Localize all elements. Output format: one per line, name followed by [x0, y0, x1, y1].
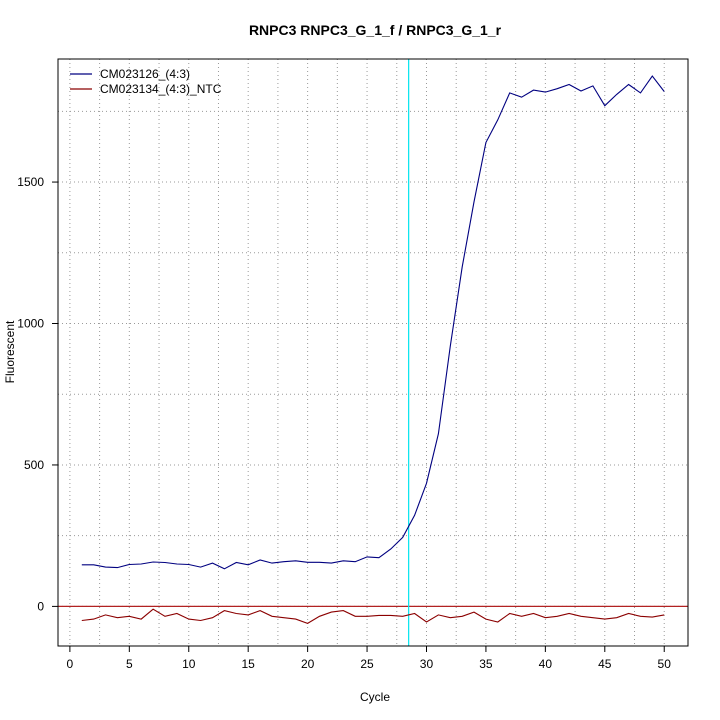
series-line-2	[81, 608, 665, 625]
plot-frame	[57, 58, 689, 647]
legend-label-1: CM023126_(4:3)	[100, 67, 190, 81]
chart-title: RNPC3 RNPC3_G_1_f / RNPC3_G_1_r	[249, 22, 502, 38]
y-tick-label: 500	[24, 458, 44, 472]
x-axis: 0 5 10 15 20 25 30 35 40 45 50	[67, 646, 672, 671]
legend: CM023126_(4:3)CM023134_(4:3)_NTC	[70, 67, 222, 96]
series-line-1	[81, 75, 665, 570]
x-tick-label: 30	[420, 657, 434, 671]
x-tick-label: 0	[67, 657, 74, 671]
x-tick-label: 15	[242, 657, 256, 671]
y-tick-label: 0	[37, 599, 44, 613]
y-tick-label: 1000	[17, 317, 44, 331]
x-tick-label: 40	[539, 657, 553, 671]
x-axis-label: Cycle	[360, 690, 390, 704]
x-tick-label: 25	[360, 657, 374, 671]
x-tick-label: 50	[658, 657, 672, 671]
x-tick-label: 35	[479, 657, 493, 671]
x-tick-label: 5	[126, 657, 133, 671]
legend-label-2: CM023134_(4:3)_NTC	[100, 82, 222, 96]
x-tick-label: 20	[301, 657, 315, 671]
reference-lines	[58, 59, 688, 646]
x-tick-label: 45	[598, 657, 612, 671]
grid-layer	[58, 59, 688, 646]
x-tick-label: 10	[182, 657, 196, 671]
y-axis: 0 500 1000 1500	[17, 175, 58, 613]
y-axis-label: Fluorescent	[3, 320, 17, 383]
series-layer	[81, 75, 665, 625]
y-tick-label: 1500	[17, 175, 44, 189]
